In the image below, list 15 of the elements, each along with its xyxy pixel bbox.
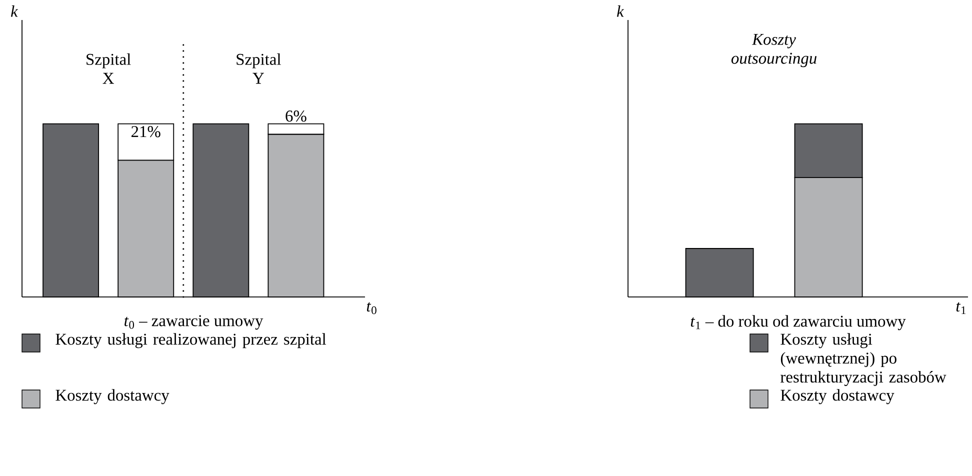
y-axis-title: k: [616, 5, 624, 17]
text: Szpital Y: [236, 53, 281, 84]
legend-label: Koszty usługi (wewnętrznej) po restrukturyzacji zasobów: [780, 333, 946, 386]
data-label: 6%: [286, 110, 306, 122]
text: t$_{0}$ – zawarcie umowy: [124, 315, 264, 330]
chart-title: Koszty outsourcingu: [731, 34, 817, 68]
text: Szpital X: [86, 53, 131, 84]
x-axis-title: t$_{0}$: [366, 302, 376, 314]
data-label: 21%: [132, 126, 160, 138]
x-axis-title: t$_{1}$: [956, 302, 966, 314]
legend-label: Koszty dostawcy: [56, 389, 170, 404]
y-axis-title: k: [10, 5, 18, 17]
legend-label: Koszty dostawcy: [780, 389, 894, 404]
text: t$_{1}$ – do roku od zawarciu umowy: [690, 315, 906, 330]
legend-label: Koszty usługi realizowanej przez szpital: [56, 333, 326, 348]
